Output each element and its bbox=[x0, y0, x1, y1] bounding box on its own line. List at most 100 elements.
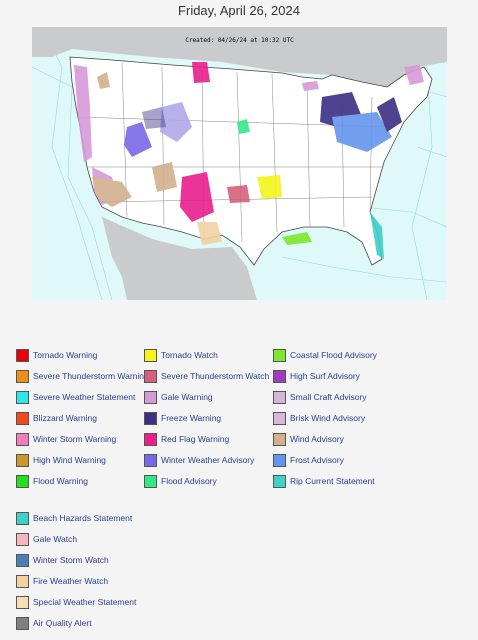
freeze-area-west bbox=[142, 107, 166, 129]
legend-label: Frost Advisory bbox=[290, 455, 344, 465]
legend-label: Small Craft Advisory bbox=[290, 392, 367, 402]
legend-item-fire-weather-watch[interactable]: Fire Weather Watch bbox=[16, 573, 108, 589]
legend-swatch bbox=[144, 453, 157, 467]
legend-label: Fire Weather Watch bbox=[33, 576, 109, 586]
flood-advisory-plains bbox=[237, 119, 250, 134]
legend-swatch bbox=[273, 453, 286, 467]
legend-swatch bbox=[16, 369, 29, 383]
legend-swatch bbox=[273, 369, 286, 383]
legend-label: Red Flag Warning bbox=[161, 434, 230, 444]
legend-item-tornado-warning[interactable]: Tornado Warning bbox=[16, 347, 97, 363]
legend-swatch bbox=[16, 474, 29, 488]
legend-item-red-flag-warning[interactable]: Red Flag Warning bbox=[144, 431, 229, 447]
fire-weather-tx bbox=[197, 222, 222, 245]
legend-label: Coastal Flood Advisory bbox=[290, 350, 377, 360]
legend-item-flood-warning[interactable]: Flood Warning bbox=[16, 473, 88, 489]
hazard-areas bbox=[74, 62, 424, 259]
legend-item-high-surf-advisory[interactable]: High Surf Advisory bbox=[273, 368, 360, 384]
legend-item-brisk-wind-advisory[interactable]: Brisk Wind Advisory bbox=[273, 410, 365, 426]
legend-label: Flood Warning bbox=[33, 476, 88, 486]
legend-item-gale-watch[interactable]: Gale Watch bbox=[16, 531, 77, 547]
frost-advisory-east bbox=[332, 112, 392, 152]
mexico-land bbox=[102, 217, 257, 300]
legend-item-winter-storm-watch[interactable]: Winter Storm Watch bbox=[16, 552, 109, 568]
legend-label: Winter Storm Warning bbox=[33, 434, 117, 444]
legend-label: Tornado Warning bbox=[33, 350, 98, 360]
legend-item-wind-advisory[interactable]: Wind Advisory bbox=[273, 431, 344, 447]
us-hazard-map-image bbox=[32, 27, 447, 300]
freeze-warning-ne bbox=[377, 97, 402, 132]
coastal-flood-gulf bbox=[282, 232, 312, 245]
legend-label: Gale Warning bbox=[161, 392, 213, 402]
legend-swatch bbox=[16, 553, 29, 567]
legend-swatch bbox=[144, 369, 157, 383]
legend-swatch bbox=[16, 432, 29, 446]
gale-area-superior bbox=[302, 81, 319, 91]
legend-item-frost-advisory[interactable]: Frost Advisory bbox=[273, 452, 344, 468]
rip-current-fl bbox=[370, 212, 384, 259]
legend-item-small-craft-advisory[interactable]: Small Craft Advisory bbox=[273, 389, 367, 405]
legend-swatch bbox=[144, 348, 157, 362]
wind-advisory-ca bbox=[92, 177, 132, 207]
legend-swatch bbox=[16, 595, 29, 609]
hazard-map[interactable]: Created: 04/26/24 at 10:32 UTC bbox=[32, 27, 447, 300]
legend-swatch bbox=[16, 532, 29, 546]
legend-item-blizzard-warning[interactable]: Blizzard Warning bbox=[16, 410, 97, 426]
canada-land bbox=[32, 27, 447, 92]
legend-swatch bbox=[16, 390, 29, 404]
legend-label: Severe Thunderstorm Warning bbox=[33, 371, 149, 381]
legend-swatch bbox=[16, 453, 29, 467]
legend-item-high-wind-warning[interactable]: High Wind Warning bbox=[16, 452, 106, 468]
legend-swatch bbox=[273, 432, 286, 446]
gale-area-maine bbox=[404, 65, 424, 85]
legend-label: Severe Thunderstorm Watch bbox=[161, 371, 270, 381]
legend-item-winter-weather-advisory[interactable]: Winter Weather Advisory bbox=[144, 452, 254, 468]
wind-advisory-nw bbox=[97, 72, 110, 89]
legend-label: Freeze Warning bbox=[161, 413, 222, 423]
winter-weather-utah bbox=[160, 102, 192, 142]
gale-area-pacific bbox=[74, 65, 92, 162]
legend-item-tornado-watch[interactable]: Tornado Watch bbox=[144, 347, 218, 363]
legend-item-air-quality-alert[interactable]: Air Quality Alert bbox=[16, 615, 92, 631]
legend-swatch bbox=[144, 390, 157, 404]
red-flag-nm bbox=[180, 172, 214, 222]
legend-item-special-weather-statement[interactable]: Special Weather Statement bbox=[16, 594, 136, 610]
legend-label: Tornado Watch bbox=[161, 350, 218, 360]
legend-swatch bbox=[144, 474, 157, 488]
legend-swatch bbox=[16, 411, 29, 425]
legend-item-gale-warning[interactable]: Gale Warning bbox=[144, 389, 213, 405]
legend-item-freeze-warning[interactable]: Freeze Warning bbox=[144, 410, 221, 426]
legend-label: High Surf Advisory bbox=[290, 371, 360, 381]
legend-item-severe-thunderstorm-warning[interactable]: Severe Thunderstorm Warning bbox=[16, 368, 149, 384]
legend-item-winter-storm-warning[interactable]: Winter Storm Warning bbox=[16, 431, 116, 447]
legend-label: Rip Current Statement bbox=[290, 476, 375, 486]
legend-item-severe-weather-statement[interactable]: Severe Weather Statement bbox=[16, 389, 135, 405]
legend-swatch bbox=[273, 348, 286, 362]
legend-swatch bbox=[144, 411, 157, 425]
legend-swatch bbox=[273, 411, 286, 425]
legend-swatch bbox=[16, 511, 29, 525]
legend-label: High Wind Warning bbox=[33, 455, 106, 465]
legend-label: Wind Advisory bbox=[290, 434, 344, 444]
legend-swatch bbox=[16, 348, 29, 362]
red-flag-mt bbox=[192, 62, 210, 83]
legend-label: Blizzard Warning bbox=[33, 413, 97, 423]
legend-item-severe-thunderstorm-watch[interactable]: Severe Thunderstorm Watch bbox=[144, 368, 269, 384]
legend-swatch bbox=[273, 474, 286, 488]
tornado-watch-ok bbox=[257, 175, 282, 199]
map-created-label: Created: 04/26/24 at 10:32 UTC bbox=[185, 37, 294, 44]
legend-label: Flood Advisory bbox=[161, 476, 217, 486]
legend-item-flood-advisory[interactable]: Flood Advisory bbox=[144, 473, 217, 489]
legend-label: Air Quality Alert bbox=[33, 618, 92, 628]
wind-advisory-az bbox=[152, 162, 177, 192]
legend-label: Severe Weather Statement bbox=[33, 392, 136, 402]
legend-item-coastal-flood-advisory[interactable]: Coastal Flood Advisory bbox=[273, 347, 377, 363]
legend-swatch bbox=[16, 616, 29, 630]
legend-label: Beach Hazards Statement bbox=[33, 513, 133, 523]
legend-swatch bbox=[144, 432, 157, 446]
legend-swatch bbox=[16, 574, 29, 588]
legend-label: Winter Weather Advisory bbox=[161, 455, 255, 465]
legend-item-beach-hazards-statement[interactable]: Beach Hazards Statement bbox=[16, 510, 132, 526]
legend-item-rip-current-statement[interactable]: Rip Current Statement bbox=[273, 473, 375, 489]
legend-label: Special Weather Statement bbox=[33, 597, 137, 607]
